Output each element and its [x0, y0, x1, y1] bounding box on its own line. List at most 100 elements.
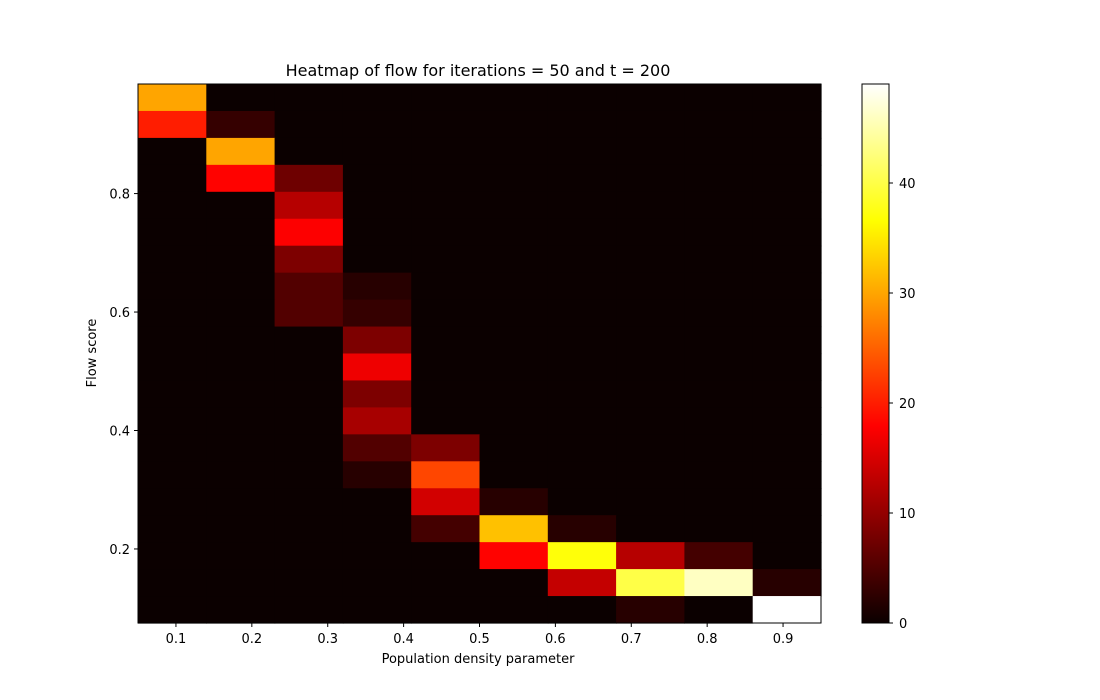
- heatmap-cell: [411, 137, 481, 166]
- heatmap-cell: [547, 434, 617, 462]
- heatmap-cell: [138, 245, 207, 274]
- heatmap-cell: [684, 299, 754, 328]
- heatmap-cell: [206, 299, 276, 328]
- x-tick-label: 0.4: [393, 632, 414, 647]
- heatmap-cell: [479, 596, 549, 624]
- heatmap-cell: [684, 164, 754, 193]
- heatmap-cell: [274, 110, 344, 139]
- heatmap-cell: [684, 461, 754, 489]
- heatmap-cell: [479, 542, 549, 570]
- heatmap-cell: [138, 461, 207, 489]
- heatmap-cell: [479, 245, 549, 274]
- x-tick-label: 0.5: [469, 632, 490, 647]
- heatmap-cell: [138, 407, 207, 435]
- heatmap-cell: [342, 596, 412, 624]
- heatmap-cell: [274, 515, 344, 543]
- heatmap-cell: [206, 380, 276, 408]
- heatmap-cell: [752, 137, 822, 166]
- heatmap-cell: [616, 84, 685, 112]
- heatmap-cell: [411, 326, 481, 355]
- x-tick-label: 0.2: [241, 632, 262, 647]
- x-tick-label: 0.8: [697, 632, 718, 647]
- heatmap-cell: [342, 542, 412, 570]
- heatmap-cell: [274, 272, 344, 301]
- heatmap-cell: [616, 596, 685, 624]
- heatmap-cell: [479, 84, 549, 112]
- heatmap-cell: [479, 569, 549, 597]
- heatmap-cell: [138, 218, 207, 247]
- heatmap-cell: [206, 407, 276, 435]
- heatmap-cell: [274, 407, 344, 435]
- heatmap-cell: [752, 461, 822, 489]
- heatmap-cell: [684, 434, 754, 462]
- heatmap-cell: [206, 245, 276, 274]
- heatmap-cell: [411, 434, 481, 462]
- heatmap-cell: [752, 353, 822, 382]
- heatmap-cell: [479, 272, 549, 301]
- heatmap-cell: [138, 596, 207, 624]
- heatmap-cell: [138, 353, 207, 382]
- y-tick-label: 0.8: [109, 188, 130, 203]
- heatmap-cell: [342, 434, 412, 462]
- heatmap-cell: [547, 110, 617, 139]
- heatmap-cell: [206, 569, 276, 597]
- heatmap-cell: [138, 191, 207, 220]
- heatmap-cell: [684, 353, 754, 382]
- heatmap-cell: [479, 461, 549, 489]
- heatmap-cell: [547, 299, 617, 328]
- heatmap-cell: [752, 434, 822, 462]
- heatmap-cell: [342, 461, 412, 489]
- heatmap-cell: [342, 110, 412, 139]
- heatmap-cell: [206, 542, 276, 570]
- heatmap-cell: [684, 137, 754, 166]
- heatmap-cell: [616, 434, 685, 462]
- heatmap-cell: [342, 272, 412, 301]
- heatmap-cell: [411, 110, 481, 139]
- heatmap-cell: [684, 596, 754, 624]
- heatmap-cell: [616, 245, 685, 274]
- heatmap-cell: [342, 326, 412, 355]
- heatmap-cell: [206, 110, 276, 139]
- heatmap-cell: [479, 407, 549, 435]
- heatmap-cell: [206, 515, 276, 543]
- colorbar-ticks: 0 10 20 30 40: [889, 177, 916, 632]
- heatmap-cell: [411, 461, 481, 489]
- heatmap-cell: [411, 488, 481, 516]
- heatmap-cell: [274, 245, 344, 274]
- heatmap-cell: [342, 218, 412, 247]
- heatmap-cell: [547, 407, 617, 435]
- heatmap-cell: [616, 515, 685, 543]
- heatmap-cell: [274, 542, 344, 570]
- heatmap-cell: [138, 272, 207, 301]
- heatmap-cell: [411, 299, 481, 328]
- colorbar-tick-label: 0: [899, 617, 907, 632]
- heatmap-cell: [547, 353, 617, 382]
- heatmap-cell: [206, 272, 276, 301]
- heatmap-cell: [206, 218, 276, 247]
- heatmap-cell: [684, 569, 754, 597]
- heatmap-cell: [206, 596, 276, 624]
- heatmap-cell: [547, 84, 617, 112]
- heatmap-cell: [616, 191, 685, 220]
- heatmap-cell: [547, 272, 617, 301]
- x-tick-label: 0.1: [166, 632, 187, 647]
- y-axis-ticks: 0.2 0.4 0.6 0.8: [109, 188, 138, 558]
- heatmap-cell: [274, 299, 344, 328]
- y-tick-label: 0.2: [109, 543, 130, 558]
- heatmap-cell: [411, 596, 481, 624]
- heatmap-cell: [342, 353, 412, 382]
- heatmap-cell: [684, 542, 754, 570]
- heatmap-cell: [752, 515, 822, 543]
- heatmap-cell: [342, 515, 412, 543]
- heatmap-cell: [616, 272, 685, 301]
- heatmap-cell: [479, 110, 549, 139]
- heatmap-cell: [752, 272, 822, 301]
- heatmap-cell: [138, 137, 207, 166]
- heatmap-cell: [479, 326, 549, 355]
- heatmap-cell: [684, 218, 754, 247]
- heatmap-cell: [411, 380, 481, 408]
- heatmap-cell: [752, 488, 822, 516]
- heatmap-cell: [411, 407, 481, 435]
- heatmap-cell: [206, 164, 276, 193]
- heatmap-cell: [752, 164, 822, 193]
